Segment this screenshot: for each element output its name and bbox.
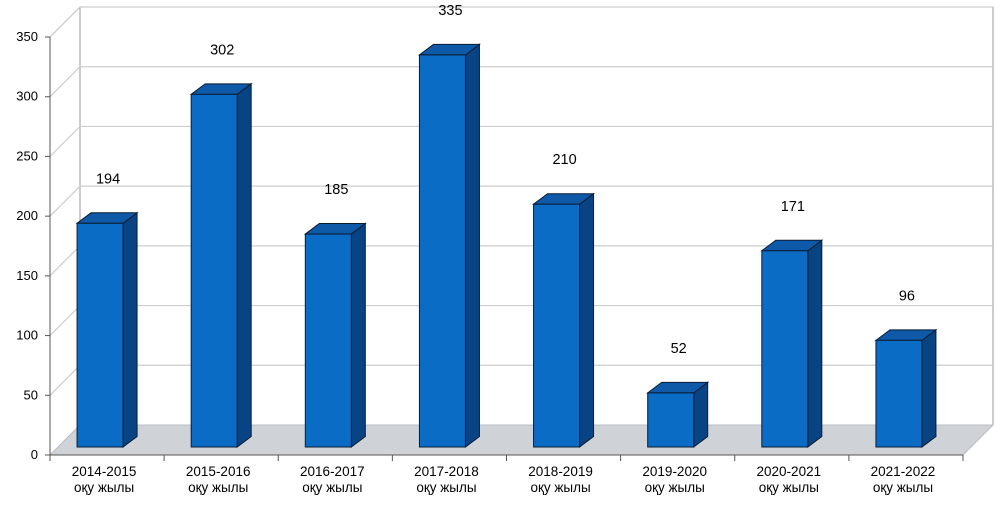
bar-front	[647, 392, 695, 448]
data-label: 185	[324, 182, 348, 198]
y-tick-label: 250	[16, 148, 38, 163]
x-category-label: 2020-2021 оқу жылы	[757, 464, 822, 495]
bar-side	[464, 43, 480, 448]
bar-front	[76, 222, 124, 448]
bars	[75, 43, 938, 448]
bar-front	[533, 203, 581, 448]
bar-side	[350, 222, 366, 448]
gridline	[49, 6, 993, 38]
bar-front	[304, 233, 352, 448]
y-tick-label: 300	[16, 89, 38, 104]
x-category-label: 2015-2016 оқу жылы	[186, 464, 251, 495]
bar	[189, 82, 253, 448]
x-axis: 2014-2015 оқу жылы 2015-2016 оқу жылы 2016-2…	[49, 454, 964, 495]
bar-side	[579, 192, 595, 448]
y-tick-label: 150	[16, 268, 38, 283]
bar	[874, 328, 938, 448]
data-label: 52	[671, 341, 687, 357]
x-category-label: 2018-2019 оқу жылы	[528, 464, 593, 495]
bar	[417, 43, 481, 448]
x-category-label: 2016-2017 оқу жылы	[300, 464, 365, 495]
y-tick-label: 50	[24, 387, 38, 402]
data-label: 171	[781, 199, 805, 215]
bar-side	[921, 328, 937, 448]
bar-side	[693, 381, 709, 448]
y-tick-label: 200	[16, 208, 38, 223]
bar	[303, 222, 367, 448]
data-label: 96	[899, 288, 915, 304]
bar-front	[190, 93, 238, 448]
x-category-label: 2017-2018 оқу жылы	[414, 464, 479, 495]
side-wall	[49, 6, 81, 455]
bar-side	[236, 82, 252, 448]
bar-front	[875, 339, 923, 448]
data-label: 210	[552, 152, 576, 168]
bar-side	[122, 211, 138, 448]
y-axis: 0 50 100 150 200 250 300 350	[16, 29, 51, 462]
gridline	[49, 66, 993, 98]
data-label: 194	[96, 171, 120, 187]
x-category-label: 2021-2022 оқу жылы	[871, 464, 936, 495]
bar-front	[761, 250, 809, 448]
gridline	[49, 125, 993, 157]
y-tick-label: 350	[16, 29, 38, 44]
y-tick-label: 100	[16, 328, 38, 343]
bar	[760, 239, 824, 448]
bar-front	[418, 54, 466, 448]
data-labels: 194 302 185 335 210 52 171 96	[96, 3, 915, 357]
bar	[532, 192, 596, 448]
x-category-label: 2019-2020 оқу жылы	[642, 464, 707, 495]
data-label: 335	[438, 3, 462, 19]
bar	[75, 211, 139, 448]
gridline	[49, 185, 993, 217]
y-tick-label: 0	[31, 447, 38, 462]
x-category-label: 2014-2015 оқу жылы	[72, 464, 137, 495]
bar-side	[807, 239, 823, 448]
data-label: 302	[210, 42, 234, 58]
bar	[646, 381, 710, 448]
